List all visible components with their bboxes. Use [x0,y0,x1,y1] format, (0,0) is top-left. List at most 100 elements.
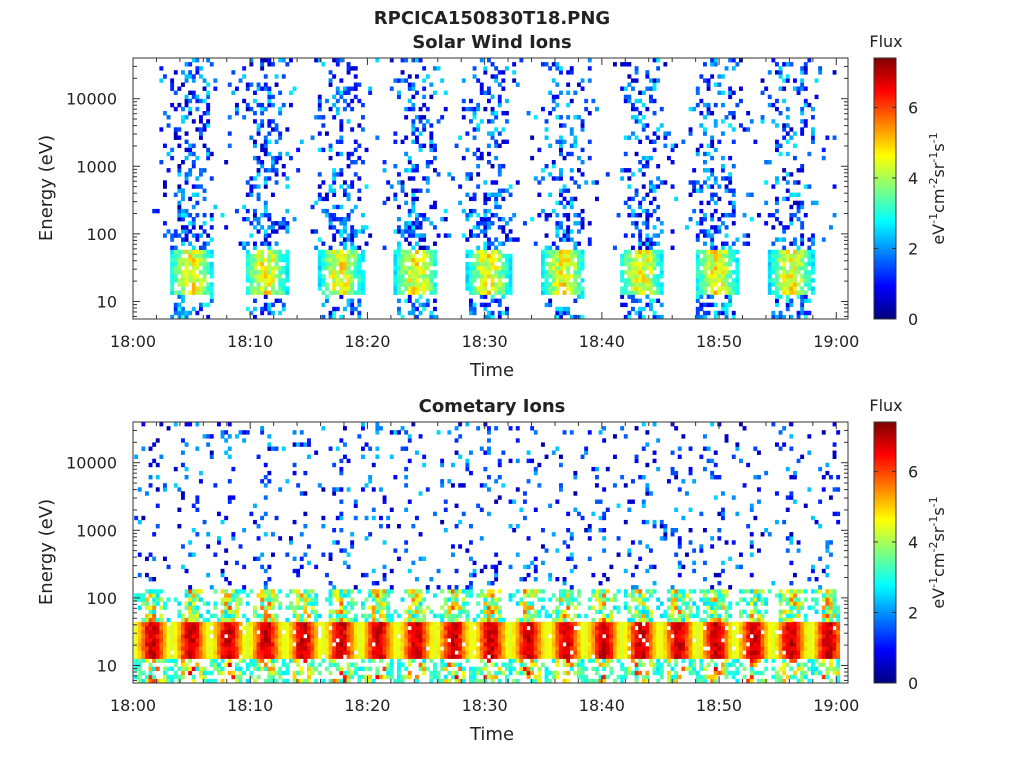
heatmap-cell [267,99,271,103]
heatmap-cell [480,156,484,160]
heatmap-cell [339,233,343,237]
heatmap-cell [307,597,311,601]
heatmap-cell [228,597,232,601]
heatmap-cell [167,168,171,172]
heatmap-cell [249,233,253,237]
heatmap-cell [260,119,264,123]
heatmap-cell [282,282,286,286]
heatmap-cell [242,242,246,246]
heatmap-cell [152,597,156,601]
heatmap-cell [390,667,394,671]
heatmap-cell [465,274,469,278]
heatmap-cell [170,237,174,241]
heatmap-cell [343,258,347,262]
heatmap-cell [473,671,477,675]
heatmap-cell [433,262,437,266]
heatmap-cell [372,610,376,614]
heatmap-cell [458,630,462,634]
heatmap-cell [710,286,714,290]
heatmap-cell [555,254,559,258]
heatmap-cell [206,282,210,286]
heatmap-cell [246,593,250,597]
heatmap-cell [343,242,347,246]
heatmap-cell [426,262,430,266]
heatmap-cell [185,140,189,144]
heatmap-cell [721,250,725,254]
heatmap-cell [775,303,779,307]
heatmap-cell [786,74,790,78]
heatmap-cell [552,286,556,290]
heatmap-cell [174,131,178,135]
heatmap-cell [573,246,577,250]
heatmap-cell [660,291,664,295]
heatmap-cell [231,650,235,654]
heatmap-cell [401,675,405,679]
heatmap-cell [390,622,394,626]
heatmap-cell [156,589,160,593]
heatmap-cell [282,671,286,675]
heatmap-cell [271,626,275,630]
heatmap-cell [699,221,703,225]
heatmap-cell [365,626,369,630]
heatmap-cell [329,78,333,82]
heatmap-cell [501,311,505,315]
heatmap-cell [559,262,563,266]
heatmap-cell [336,447,340,451]
heatmap-cell [429,262,433,266]
heatmap-cell [771,282,775,286]
heatmap-cell [800,221,804,225]
heatmap-cell [386,671,390,675]
heatmap-cell [152,601,156,605]
heatmap-cell [167,626,171,630]
heatmap-cell [433,91,437,95]
heatmap-cell [199,634,203,638]
heatmap-cell [393,626,397,630]
heatmap-cell [296,622,300,626]
heatmap-cell [199,626,203,630]
heatmap-cell [174,303,178,307]
heatmap-cell [451,650,455,654]
heatmap-cell [329,638,333,642]
heatmap-cell [771,278,775,282]
heatmap-cell [552,99,556,103]
heatmap-cell [426,303,430,307]
heatmap-cell [145,618,149,622]
heatmap-cell [732,213,736,217]
heatmap-cell [156,209,160,213]
heatmap-cell [300,671,304,675]
heatmap-cell [203,667,207,671]
heatmap-cell [653,311,657,315]
heatmap-cell [350,291,354,295]
heatmap-cell [501,217,505,221]
heatmap-cell [638,201,642,205]
heatmap-cell [339,266,343,270]
heatmap-cell [386,593,390,597]
heatmap-cell [782,246,786,250]
heatmap-cell [249,663,253,667]
heatmap-cell [217,655,221,659]
heatmap-cell [318,270,322,274]
heatmap-cell [195,618,199,622]
heatmap-cell [285,593,289,597]
heatmap-cell [408,642,412,646]
heatmap-cell [293,217,297,221]
heatmap-cell [807,299,811,303]
heatmap-cell [271,62,275,66]
heatmap-cell [386,516,390,520]
heatmap-cell [271,168,275,172]
heatmap-cell [181,225,185,229]
heatmap-cell [415,606,419,610]
heatmap-cell [224,626,228,630]
heatmap-cell [296,148,300,152]
heatmap-cell [267,667,271,671]
heatmap-cell [185,646,189,650]
heatmap-cell [350,663,354,667]
heatmap-cell [804,119,808,123]
heatmap-cell [714,229,718,233]
heatmap-cell [649,262,653,266]
heatmap-cell [329,589,333,593]
heatmap-cell [285,209,289,213]
x-axis-label: Time [469,360,514,381]
heatmap-cell [437,675,441,679]
heatmap-cell [235,655,239,659]
